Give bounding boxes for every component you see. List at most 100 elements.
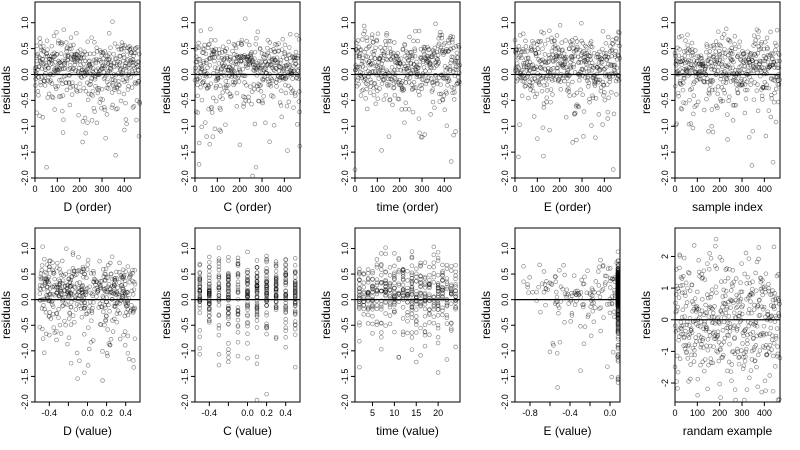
data-point [455, 55, 461, 60]
data-point [356, 81, 361, 87]
data-point [112, 64, 117, 69]
data-point [733, 397, 738, 403]
data-point [264, 321, 269, 327]
data-point [386, 134, 392, 139]
data-point [409, 50, 414, 55]
data-point [271, 56, 277, 61]
data-point [94, 49, 100, 54]
data-point [72, 53, 78, 58]
data-point [439, 35, 444, 41]
data-point [73, 307, 79, 312]
data-point [733, 46, 738, 52]
x-tick-label: 400 [437, 184, 452, 194]
data-point [198, 70, 204, 75]
data-point [718, 279, 724, 284]
data-point [412, 48, 418, 54]
data-point [413, 28, 418, 34]
data-point [55, 64, 60, 70]
residual-panel: 0 100 200 300 400-2.0-1.5-1.0-0.50.00.51.0C … [159, 1, 303, 214]
data-point [442, 50, 447, 55]
data-point [516, 65, 521, 71]
data-point [121, 45, 126, 51]
data-point [200, 50, 205, 55]
data-point [33, 76, 38, 82]
data-point [45, 53, 50, 59]
data-point [391, 85, 396, 91]
data-point [110, 102, 115, 108]
data-point [407, 34, 412, 40]
data-point [222, 56, 227, 61]
data-point [94, 45, 99, 51]
data-point [409, 347, 415, 352]
data-point [361, 284, 367, 290]
data-point [754, 288, 759, 293]
data-point [247, 52, 253, 57]
data-point [258, 66, 264, 71]
data-point [44, 51, 49, 56]
data-point [194, 59, 199, 65]
data-point [521, 31, 526, 37]
data-point [212, 58, 217, 64]
data-point [382, 73, 387, 79]
data-point [283, 62, 289, 68]
data-point [422, 306, 428, 312]
x-tick-label: 100 [50, 184, 65, 194]
data-point [246, 59, 252, 65]
data-point [80, 139, 85, 145]
data-point [775, 344, 780, 349]
data-point [581, 341, 587, 347]
data-point [362, 28, 368, 34]
data-point [65, 57, 70, 63]
data-point [244, 83, 249, 88]
data-point [272, 49, 278, 54]
data-point [216, 55, 221, 60]
data-point [381, 50, 387, 55]
data-point [727, 94, 732, 100]
data-point [269, 58, 274, 63]
data-point [676, 295, 682, 300]
data-point [41, 49, 47, 54]
y-tick-label: 0.0 [340, 68, 350, 81]
data-point [108, 45, 113, 50]
data-point [109, 90, 115, 95]
data-point [422, 322, 428, 328]
data-point [197, 75, 202, 80]
data-point [578, 324, 583, 329]
data-point [137, 101, 143, 106]
data-point [54, 337, 59, 343]
y-tick-label: 1.0 [20, 242, 30, 255]
data-point [121, 91, 127, 97]
data-point [434, 78, 440, 84]
data-point [242, 73, 248, 79]
data-point [388, 56, 393, 62]
data-point [219, 55, 225, 61]
data-point [64, 45, 70, 50]
data-point [437, 33, 443, 38]
y-tick-label: -1.0 [20, 343, 30, 359]
x-axis-label: randam example [683, 424, 773, 438]
data-point [105, 61, 111, 66]
data-point [226, 68, 231, 73]
data-point [254, 65, 259, 71]
data-point [70, 80, 75, 85]
data-point [95, 66, 101, 71]
data-point [689, 40, 695, 46]
data-point [39, 59, 44, 65]
data-point [386, 82, 392, 88]
data-point [208, 56, 213, 61]
data-point [207, 259, 212, 265]
data-point [419, 86, 425, 92]
data-point [420, 72, 425, 78]
data-point [116, 82, 121, 88]
data-point [70, 66, 76, 72]
data-point [420, 59, 426, 64]
x-tick-label: 400 [757, 408, 772, 418]
data-point [442, 40, 447, 46]
data-point [235, 317, 241, 323]
data-point [742, 271, 747, 277]
data-point [382, 77, 387, 82]
data-point [97, 72, 102, 77]
data-point [408, 61, 414, 66]
data-point [418, 353, 423, 358]
data-point [772, 291, 777, 296]
